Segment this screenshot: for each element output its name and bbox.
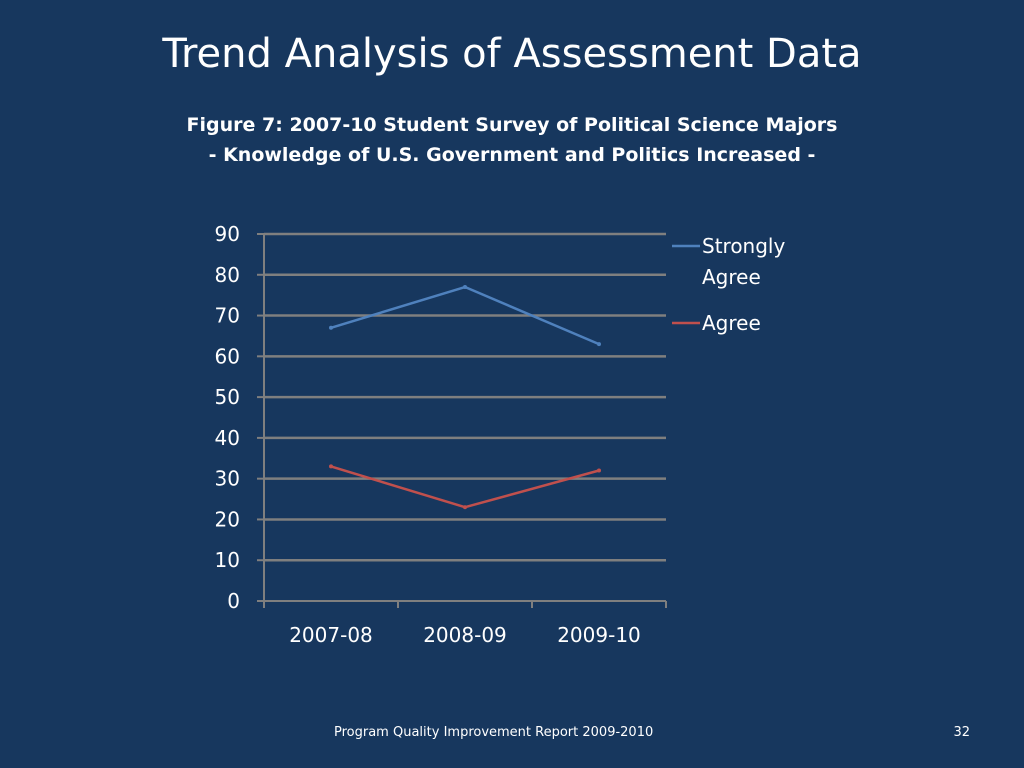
y-tick-label: 0: [227, 589, 240, 613]
y-tick-label: 30: [215, 467, 240, 491]
y-tick-label: 80: [215, 263, 240, 287]
legend-label-strongly-agree: Strongly: [702, 234, 785, 258]
y-tick-label: 90: [215, 222, 240, 246]
data-point-agree: [329, 464, 333, 469]
data-point-agree: [597, 468, 601, 473]
footer-text: Program Quality Improvement Report 2009-…: [334, 725, 654, 740]
data-point-strongly-agree: [329, 325, 333, 330]
x-tick-label: 2007-08: [289, 623, 373, 647]
data-point-agree: [463, 505, 467, 510]
y-tick-label: 20: [215, 507, 240, 531]
figure-caption-line-2: - Knowledge of U.S. Government and Polit…: [208, 144, 816, 166]
y-tick-label: 10: [215, 548, 240, 572]
figure-caption: Figure 7: 2007-10 Student Survey of Poli…: [0, 110, 1024, 170]
data-point-strongly-agree: [463, 285, 467, 290]
page-number: 32: [953, 725, 970, 740]
y-tick-label: 70: [215, 304, 240, 328]
legend-label-agree: Agree: [702, 311, 761, 335]
y-tick-label: 50: [215, 385, 240, 409]
slide-title: Trend Analysis of Assessment Data: [162, 31, 862, 77]
data-point-strongly-agree: [597, 342, 601, 347]
x-tick-label: 2008-09: [423, 623, 507, 647]
y-tick-label: 60: [215, 344, 240, 368]
x-tick-label: 2009-10: [557, 623, 641, 647]
series-line-agree: [330, 465, 600, 509]
legend-label-strongly-agree: Agree: [702, 265, 761, 289]
y-tick-label: 40: [215, 426, 240, 450]
figure-caption-line-1: Figure 7: 2007-10 Student Survey of Poli…: [186, 114, 838, 136]
